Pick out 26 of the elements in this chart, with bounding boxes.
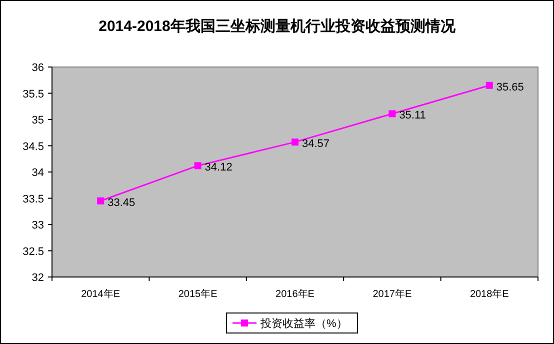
y-tick-label: 32.5 [22,246,44,258]
point [97,197,104,204]
x-tick-label: 2014年E [81,288,120,300]
data-label: 33.45 [108,196,136,209]
y-tick-label: 35 [32,114,44,126]
x-tick-label: 2017年E [372,288,412,300]
data-label: 35.11 [399,110,426,122]
x-tick-label: 2016年E [276,288,315,300]
point [194,162,202,170]
x-tick-label: 2015年E [178,288,218,300]
y-tick-label: 34 [32,167,44,179]
point [292,138,298,146]
y-tick-label: 33.5 [22,193,44,206]
data-label: 35.65 [496,81,524,94]
y-tick-label: 36 [32,62,44,74]
chart-title: 2014-2018年我国三坐标测量机行业投资收益预测情况 [98,18,456,35]
legend-label: 投资收益率（%） [260,317,348,330]
point [486,82,493,89]
data-label: 34.12 [204,162,232,174]
data-label: 34.57 [302,138,330,150]
y-tick-label: 35.5 [22,88,44,100]
y-tick-label: 32 [32,272,44,284]
y-tick-label: 33 [32,220,44,232]
x-tick-label: 2018年E [470,288,510,300]
point [388,110,396,118]
y-tick-label: 34.5 [22,140,44,153]
